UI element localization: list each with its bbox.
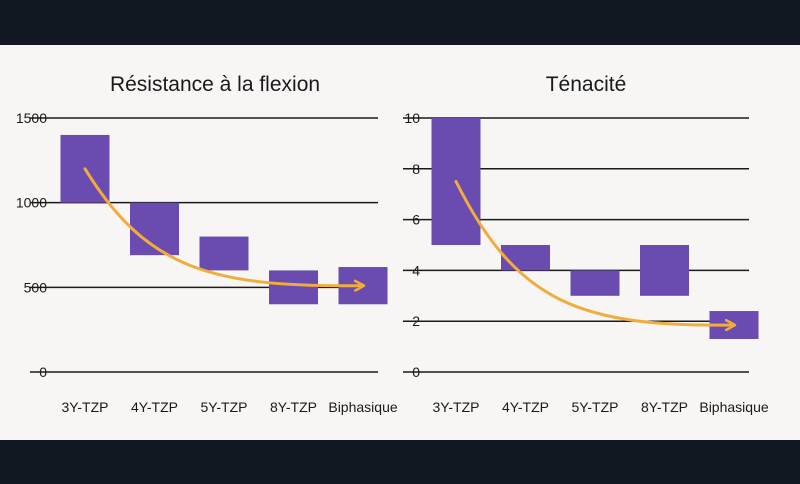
x-category-label: 3Y-TZP: [62, 399, 109, 415]
y-tick-label: 10: [404, 110, 420, 126]
chart-title: Résistance à la flexion: [110, 73, 320, 96]
x-category-label: 5Y-TZP: [201, 399, 248, 415]
x-category-label: 4Y-TZP: [131, 399, 178, 415]
y-tick-label: 4: [412, 262, 420, 278]
y-tick-label: 0: [39, 364, 47, 380]
x-category-label: Biphasique: [699, 399, 768, 415]
y-tick-label: 6: [412, 212, 420, 228]
trend-arrow: [83, 167, 363, 286]
y-tick-label: 8: [412, 161, 420, 177]
bar-5y-tzp: [199, 236, 249, 271]
y-tick-label: 1500: [16, 110, 47, 126]
bar-8y-tzp: [269, 270, 318, 305]
charts-svg: Résistance à la flexion 0 500 1000 1500 3Y-TZ…: [16, 73, 769, 415]
bar-4y-tzp: [501, 245, 550, 271]
bar-5y-tzp: [570, 270, 620, 296]
y-tick-label: 500: [24, 279, 48, 295]
x-category-label: 8Y-TZP: [641, 399, 688, 415]
x-category-label: 3Y-TZP: [433, 399, 480, 415]
bar-8y-tzp: [640, 245, 689, 296]
x-category-label: 5Y-TZP: [572, 399, 619, 415]
y-tick-label: 0: [412, 364, 420, 380]
chart-title: Ténacité: [546, 73, 627, 96]
chart-panel: Résistance à la flexion 0 500 1000 1500 3Y-TZ…: [0, 45, 800, 440]
y-tick-label: 1000: [16, 195, 47, 211]
x-category-label: 4Y-TZP: [502, 399, 549, 415]
chart-1: Résistance à la flexion 0 500 1000 1500 3Y-TZ…: [16, 73, 398, 415]
y-tick-label: 2: [412, 313, 420, 329]
x-category-label: 8Y-TZP: [270, 399, 317, 415]
trend-arrow: [454, 180, 734, 326]
x-category-label: Biphasique: [328, 399, 397, 415]
chart-2: Ténacité 0 2 4 6 8 10 3Y-TZP 4Y-TZP 5Y-TZP 8Y-TZP B…: [403, 73, 769, 415]
